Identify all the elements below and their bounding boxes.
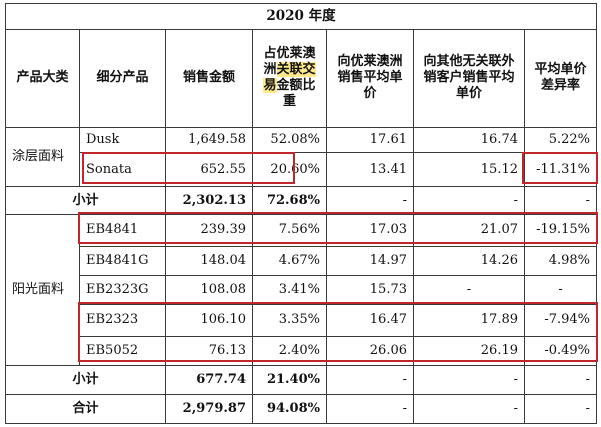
price-youlai-cell: 14.97	[326, 246, 414, 276]
share-cell: 20.60%	[252, 152, 327, 188]
diff-cell: -19.15%	[523, 214, 598, 247]
product-cell: Dusk	[79, 126, 166, 154]
price-other-cell: 26.19	[413, 335, 525, 367]
price-other-cell: -	[413, 365, 525, 396]
amount-cell: 76.13	[165, 335, 253, 367]
share-cell: 52.08%	[252, 126, 327, 154]
price-youlai-cell: -	[326, 186, 414, 216]
total-label: 合计	[5, 394, 166, 424]
amount-cell: 108.08	[165, 274, 253, 305]
price-other-cell: 17.89	[413, 303, 525, 337]
header-subcategory: 细分产品	[79, 28, 166, 128]
price-youlai-cell: 26.06	[326, 335, 414, 367]
header-price-youlai: 向优莱澳洲销售平均单价	[326, 28, 414, 128]
share-cell: 7.56%	[252, 214, 327, 247]
header-share-prefix: 占优莱澳洲	[263, 45, 316, 77]
amount-cell: 2,302.13	[165, 186, 253, 216]
price-youlai-cell: 17.61	[326, 126, 414, 154]
price-other-cell: 21.07	[413, 214, 525, 247]
table-row: EB2323G 108.08 3.41% 15.73 - -	[6, 274, 598, 305]
product-cell: Sonata	[79, 152, 166, 188]
diff-cell: -0.49%	[523, 335, 598, 367]
amount-cell: 1,649.58	[165, 126, 253, 154]
table-row: 涂层面料 Dusk 1,649.58 52.08% 17.61 16.74 5.…	[5, 126, 598, 188]
year-header: 2020 年度	[4, 3, 598, 30]
header-price-diff: 平均单价差异率	[523, 28, 598, 128]
price-other-cell: -	[413, 186, 525, 216]
product-cell: EB4841G	[79, 246, 166, 276]
diff-cell: -	[523, 365, 598, 396]
table-row: EB2323 106.10 3.35% 16.47 17.89 -7.94%	[6, 303, 598, 337]
price-other-cell: -	[413, 394, 525, 424]
diff-cell: -	[523, 274, 598, 305]
subtotal-label: 小计	[5, 186, 166, 216]
table-row: 阳光面料 EB4841 239.39 7.56% 17.03 21.07 -19…	[5, 214, 598, 367]
product-cell: EB4841	[79, 214, 166, 247]
share-cell: 21.40%	[252, 365, 327, 396]
amount-cell: 677.74	[165, 365, 253, 396]
header-share-suffix: 金额比重	[276, 78, 316, 110]
price-other-cell: 16.74	[413, 126, 525, 154]
table-row: Sonata 652.55 20.60% 13.41 15.12 -11.31%	[6, 152, 598, 188]
header-share: 占优莱澳洲关联交易金额比重	[252, 28, 327, 128]
subtotal-row: 小计 677.74 21.40% - - -	[5, 365, 598, 396]
table-row: EB4841G 148.04 4.67% 14.97 14.26 4.98%	[6, 246, 598, 276]
amount-cell: 106.10	[165, 303, 253, 337]
share-cell: 2.40%	[252, 335, 327, 367]
price-youlai-cell: 17.03	[326, 214, 414, 247]
price-youlai-cell: 15.73	[326, 274, 414, 305]
product-cell: EB2323	[79, 303, 166, 337]
product-cell: EB5052	[79, 335, 166, 367]
price-youlai-cell: 16.47	[326, 303, 414, 337]
amount-cell: 148.04	[165, 246, 253, 276]
price-youlai-cell: -	[326, 394, 414, 424]
diff-cell: -	[523, 186, 598, 216]
sales-comparison-table: 2020 年度 产品大类 细分产品 销售金额 占优莱澳洲关联交易金额比重 向优莱…	[4, 3, 598, 424]
diff-cell: -	[523, 394, 598, 424]
header-sales-amount: 销售金额	[165, 28, 253, 128]
header-price-other: 向其他无关联外销客户销售平均单价	[413, 28, 525, 128]
amount-cell: 2,979.87	[165, 394, 253, 424]
subtotal-row: 小计 2,302.13 72.68% - - -	[5, 186, 598, 216]
diff-cell: 4.98%	[523, 246, 598, 276]
diff-cell: -7.94%	[523, 303, 598, 337]
share-cell: 3.35%	[252, 303, 327, 337]
share-cell: 72.68%	[252, 186, 327, 216]
share-cell: 4.67%	[252, 246, 327, 276]
share-cell: 3.41%	[252, 274, 327, 305]
subtotal-label: 小计	[5, 365, 166, 396]
table-row: EB5052 76.13 2.40% 26.06 26.19 -0.49%	[6, 335, 598, 367]
diff-cell: -11.31%	[523, 152, 598, 188]
price-youlai-cell: 13.41	[326, 152, 414, 188]
diff-cell: 5.22%	[523, 126, 598, 154]
price-other-cell: 14.26	[413, 246, 525, 276]
price-other-cell: -	[413, 274, 525, 305]
total-row: 合计 2,979.87 94.08% - - -	[5, 394, 598, 424]
share-cell: 94.08%	[252, 394, 327, 424]
group-sunshade: 阳光面料	[5, 214, 80, 367]
header-category: 产品大类	[5, 28, 80, 128]
amount-cell: 239.39	[165, 214, 253, 247]
product-cell: EB2323G	[79, 274, 166, 305]
price-youlai-cell: -	[326, 365, 414, 396]
amount-cell: 652.55	[165, 152, 253, 188]
price-other-cell: 15.12	[413, 152, 525, 188]
group-coated: 涂层面料	[5, 126, 80, 188]
